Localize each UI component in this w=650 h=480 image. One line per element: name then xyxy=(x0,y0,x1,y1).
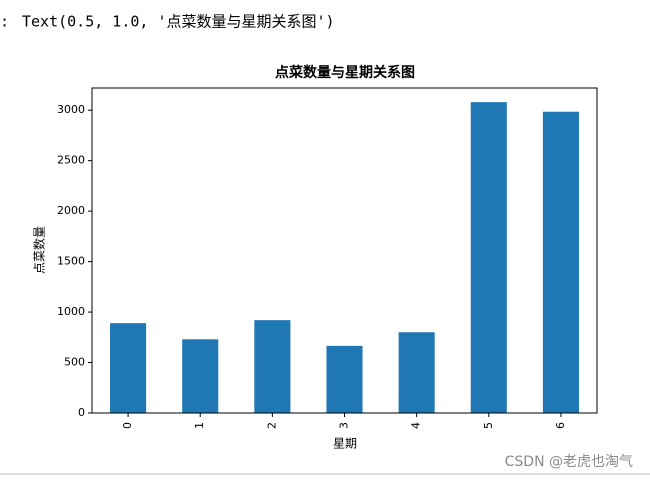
output-text: Text(0.5, 1.0, '点菜数量与星期关系图') xyxy=(22,13,335,31)
y-tick-label: 500 xyxy=(64,356,85,369)
x-tick-label: 2 xyxy=(265,422,278,429)
x-tick-label: 4 xyxy=(410,422,423,429)
bar xyxy=(110,323,147,413)
y-tick-label: 2500 xyxy=(57,154,85,167)
bar xyxy=(398,332,435,413)
x-tick-label: 5 xyxy=(482,422,495,429)
y-tick-label: 0 xyxy=(78,406,85,419)
bar xyxy=(326,345,363,413)
x-tick-label: 1 xyxy=(193,422,206,429)
x-axis-label: 星期 xyxy=(333,437,357,451)
y-axis-label: 点菜数量 xyxy=(32,226,47,274)
y-tick-label: 1000 xyxy=(57,305,85,318)
bar xyxy=(182,339,219,413)
bar xyxy=(254,320,291,413)
chart-title: 点菜数量与星期关系图 xyxy=(275,64,415,81)
x-tick-label: 6 xyxy=(554,422,567,429)
x-tick-label: 3 xyxy=(338,422,351,429)
y-tick-label: 1500 xyxy=(57,255,85,268)
bar xyxy=(470,102,507,413)
plot-frame xyxy=(91,87,598,414)
watermark: CSDN @老虎也淘气 xyxy=(505,454,633,470)
x-tick-label: 0 xyxy=(121,422,134,429)
bar xyxy=(542,111,579,414)
y-tick-label: 2000 xyxy=(57,204,85,217)
y-tick-label: 3000 xyxy=(57,103,85,116)
prompt: : xyxy=(0,13,9,31)
